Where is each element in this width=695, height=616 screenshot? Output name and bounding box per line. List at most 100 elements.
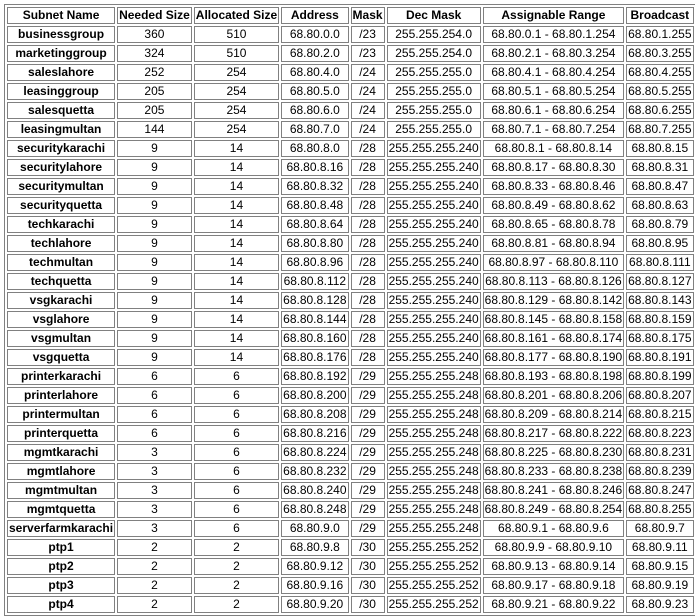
- cell-subnet-name: vsgmultan: [7, 330, 116, 347]
- cell-allocated-size: 2: [193, 539, 280, 556]
- cell-needed-size: 9: [117, 349, 192, 366]
- subnet-table: Subnet Name Needed Size Allocated Size A…: [4, 4, 695, 616]
- cell-address: 68.80.8.0: [281, 140, 349, 157]
- cell-address: 68.80.4.0: [281, 64, 349, 81]
- cell-mask: /28: [350, 254, 385, 271]
- cell-assignable-range: 68.80.7.1 - 68.80.7.254: [482, 121, 625, 138]
- cell-allocated-size: 254: [193, 64, 280, 81]
- cell-subnet-name: printermultan: [7, 406, 116, 423]
- cell-subnet-name: ptp1: [7, 539, 116, 556]
- cell-mask: /24: [350, 121, 385, 138]
- cell-address: 68.80.8.64: [281, 216, 349, 233]
- cell-address: 68.80.7.0: [281, 121, 349, 138]
- cell-broadcast: 68.80.8.175: [626, 330, 694, 347]
- cell-subnet-name: techkarachi: [7, 216, 116, 233]
- cell-assignable-range: 68.80.8.33 - 68.80.8.46: [482, 178, 625, 195]
- header-dec-mask: Dec Mask: [386, 7, 481, 24]
- header-allocated-size: Allocated Size: [193, 7, 280, 24]
- cell-subnet-name: ptp2: [7, 558, 116, 575]
- cell-allocated-size: 14: [193, 140, 280, 157]
- table-row: mgmtlahore 3 6 68.80.8.232/29 255.255.255.24…: [7, 463, 694, 480]
- cell-allocated-size: 254: [193, 102, 280, 119]
- cell-allocated-size: 14: [193, 159, 280, 176]
- cell-mask: /29: [350, 444, 385, 461]
- cell-dec-mask: 255.255.255.240: [386, 197, 481, 214]
- table-row: saleslahore 252 254 68.80.4.0/24 255.255.255…: [7, 64, 694, 81]
- cell-broadcast: 68.80.9.23: [626, 596, 694, 613]
- cell-subnet-name: mgmtmultan: [7, 482, 116, 499]
- cell-allocated-size: 14: [193, 273, 280, 290]
- cell-allocated-size: 510: [193, 45, 280, 62]
- table-row: techmultan 9 14 68.80.8.96/28 255.255.255.24…: [7, 254, 694, 271]
- cell-address: 68.80.8.112: [281, 273, 349, 290]
- cell-address: 68.80.8.200: [281, 387, 349, 404]
- cell-subnet-name: marketinggroup: [7, 45, 116, 62]
- cell-broadcast: 68.80.8.127: [626, 273, 694, 290]
- cell-address: 68.80.8.32: [281, 178, 349, 195]
- cell-broadcast: 68.80.8.95: [626, 235, 694, 252]
- cell-dec-mask: 255.255.255.240: [386, 292, 481, 309]
- table-row: ptp1 2 2 68.80.9.8/30 255.255.255.252 68.80.9…: [7, 539, 694, 556]
- cell-address: 68.80.9.20: [281, 596, 349, 613]
- cell-dec-mask: 255.255.255.0: [386, 64, 481, 81]
- header-needed-size: Needed Size: [117, 7, 192, 24]
- table-row: vsgkarachi 9 14 68.80.8.128/28 255.255.255.2…: [7, 292, 694, 309]
- table-row: salesquetta 205 254 68.80.6.0/24 255.255.255…: [7, 102, 694, 119]
- cell-allocated-size: 14: [193, 311, 280, 328]
- table-row: ptp2 2 2 68.80.9.12/30 255.255.255.252 68.80.…: [7, 558, 694, 575]
- subnet-table-container: Subnet Name Needed Size Allocated Size A…: [4, 4, 695, 616]
- cell-mask: /28: [350, 140, 385, 157]
- cell-needed-size: 3: [117, 463, 192, 480]
- cell-address: 68.80.8.208: [281, 406, 349, 423]
- cell-address: 68.80.8.224: [281, 444, 349, 461]
- cell-dec-mask: 255.255.255.240: [386, 216, 481, 233]
- cell-allocated-size: 510: [193, 26, 280, 43]
- cell-assignable-range: 68.80.8.233 - 68.80.8.238: [482, 463, 625, 480]
- cell-address: 68.80.0.0: [281, 26, 349, 43]
- cell-mask: /29: [350, 463, 385, 480]
- cell-address: 68.80.8.160: [281, 330, 349, 347]
- cell-subnet-name: securitykarachi: [7, 140, 116, 157]
- cell-address: 68.80.8.240: [281, 482, 349, 499]
- cell-broadcast: 68.80.8.111: [626, 254, 694, 271]
- cell-dec-mask: 255.255.255.240: [386, 140, 481, 157]
- cell-subnet-name: securityquetta: [7, 197, 116, 214]
- cell-subnet-name: printerquetta: [7, 425, 116, 442]
- cell-address: 68.80.2.0: [281, 45, 349, 62]
- cell-assignable-range: 68.80.8.161 - 68.80.8.174: [482, 330, 625, 347]
- cell-dec-mask: 255.255.255.0: [386, 102, 481, 119]
- cell-mask: /30: [350, 596, 385, 613]
- cell-broadcast: 68.80.9.7: [626, 520, 694, 537]
- cell-needed-size: 9: [117, 330, 192, 347]
- cell-mask: /28: [350, 178, 385, 195]
- cell-allocated-size: 254: [193, 121, 280, 138]
- cell-needed-size: 324: [117, 45, 192, 62]
- cell-mask: /23: [350, 45, 385, 62]
- table-body: businessgroup 360 510 68.80.0.0/23 255.255.2…: [7, 26, 694, 613]
- cell-dec-mask: 255.255.255.252: [386, 596, 481, 613]
- table-row: securityquetta 9 14 68.80.8.48/28 255.255.25…: [7, 197, 694, 214]
- table-row: techkarachi 9 14 68.80.8.64/28 255.255.255.2…: [7, 216, 694, 233]
- cell-address: 68.80.8.248: [281, 501, 349, 518]
- cell-mask: /24: [350, 83, 385, 100]
- cell-assignable-range: 68.80.8.17 - 68.80.8.30: [482, 159, 625, 176]
- cell-assignable-range: 68.80.9.9 - 68.80.9.10: [482, 539, 625, 556]
- cell-mask: /29: [350, 406, 385, 423]
- cell-dec-mask: 255.255.255.248: [386, 406, 481, 423]
- table-header-row: Subnet Name Needed Size Allocated Size A…: [7, 7, 694, 24]
- cell-dec-mask: 255.255.255.240: [386, 159, 481, 176]
- cell-subnet-name: techmultan: [7, 254, 116, 271]
- cell-allocated-size: 254: [193, 83, 280, 100]
- cell-assignable-range: 68.80.8.97 - 68.80.8.110: [482, 254, 625, 271]
- cell-address: 68.80.9.0: [281, 520, 349, 537]
- cell-dec-mask: 255.255.255.240: [386, 254, 481, 271]
- cell-mask: /28: [350, 235, 385, 252]
- cell-needed-size: 2: [117, 539, 192, 556]
- cell-mask: /28: [350, 292, 385, 309]
- cell-mask: /28: [350, 311, 385, 328]
- cell-subnet-name: leasingmultan: [7, 121, 116, 138]
- table-row: securitykarachi 9 14 68.80.8.0/28 255.255.25…: [7, 140, 694, 157]
- cell-mask: /28: [350, 273, 385, 290]
- cell-assignable-range: 68.80.0.1 - 68.80.1.254: [482, 26, 625, 43]
- cell-assignable-range: 68.80.8.65 - 68.80.8.78: [482, 216, 625, 233]
